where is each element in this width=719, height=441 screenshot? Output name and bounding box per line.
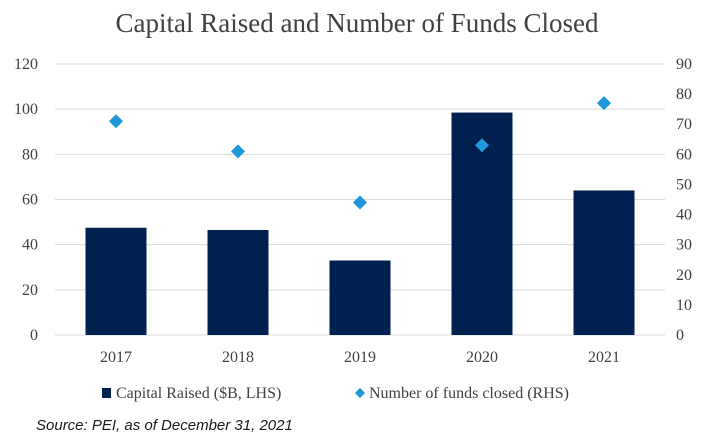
left-tick-label: 100 <box>14 101 38 118</box>
right-tick-label: 40 <box>676 207 692 224</box>
left-axis: 0 20 40 60 80 100 120 <box>14 56 38 344</box>
marker-2021 <box>597 96 611 111</box>
legend-marker-label: Number of funds closed (RHS) <box>369 385 569 402</box>
legend: Capital Raised ($B, LHS) Number of funds… <box>102 385 569 402</box>
bar-2017 <box>85 227 147 335</box>
bar-series <box>85 112 635 335</box>
bar-2018 <box>207 229 269 335</box>
left-tick-label: 80 <box>22 146 38 163</box>
marker-series <box>109 96 611 210</box>
marker-2020 <box>475 138 489 153</box>
legend-bar-label: Capital Raised ($B, LHS) <box>116 385 281 402</box>
right-tick-label: 20 <box>676 267 692 284</box>
right-tick-label: 50 <box>676 176 692 193</box>
right-tick-label: 80 <box>676 86 692 103</box>
x-tick-label: 2017 <box>100 349 132 366</box>
x-tick-label: 2021 <box>588 349 620 366</box>
legend-diamond-swatch <box>355 388 365 398</box>
right-tick-label: 90 <box>676 56 692 73</box>
gridlines <box>55 63 665 336</box>
right-tick-label: 10 <box>676 297 692 314</box>
right-tick-label: 0 <box>676 327 684 344</box>
left-tick-label: 60 <box>22 192 38 209</box>
right-tick-label: 70 <box>676 116 692 133</box>
bar-2019 <box>329 260 391 335</box>
x-tick-label: 2018 <box>222 349 254 366</box>
right-tick-label: 30 <box>676 237 692 254</box>
legend-bar-swatch <box>102 388 111 398</box>
x-axis: 2017 2018 2019 2020 2021 <box>100 349 620 366</box>
marker-2017 <box>109 114 123 129</box>
marker-2018 <box>231 144 245 159</box>
right-axis: 0 10 20 30 40 50 60 70 80 90 <box>676 56 692 344</box>
left-tick-label: 20 <box>22 282 38 299</box>
chart-title: Capital Raised and Number of Funds Close… <box>116 8 599 38</box>
source-note: Source: PEI, as of December 31, 2021 <box>36 417 293 434</box>
right-tick-label: 60 <box>676 146 692 163</box>
left-tick-label: 40 <box>22 237 38 254</box>
left-tick-label: 120 <box>14 56 38 73</box>
x-tick-label: 2019 <box>344 349 376 366</box>
x-tick-label: 2020 <box>466 349 498 366</box>
left-tick-label: 0 <box>30 327 38 344</box>
marker-2019 <box>353 195 367 210</box>
bar-2021 <box>573 190 635 335</box>
